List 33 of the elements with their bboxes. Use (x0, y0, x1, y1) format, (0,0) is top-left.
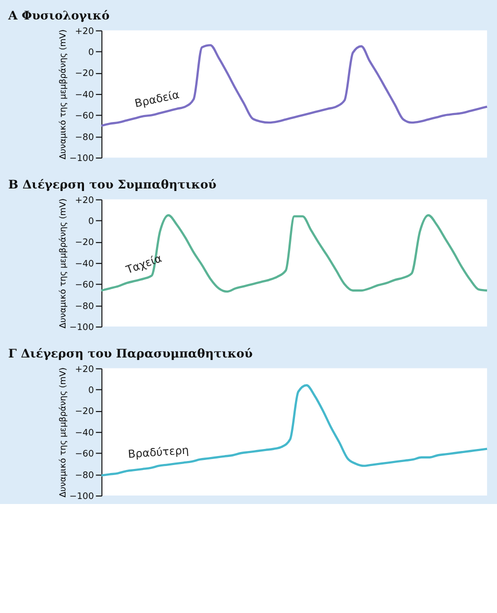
chart-title: A Φυσιολογικό (7, 8, 110, 22)
y-tick-label: −20 (75, 407, 94, 418)
chart-title: B Διέγερση του Συμπαθητικού (8, 177, 216, 192)
annotation: Βραδεία (134, 88, 180, 110)
line-series (100, 384, 488, 476)
y-tick-label: −80 (75, 132, 94, 143)
line-series (100, 44, 488, 127)
y-tick-label: −60 (75, 112, 94, 122)
annotation: Ταχεία (123, 252, 164, 277)
y-tick-label: −40 (75, 259, 94, 270)
y-tick-label: −20 (75, 238, 94, 248)
y-tick-label: −100 (69, 492, 94, 502)
y-tick-label: −100 (69, 323, 94, 334)
y-tick-label: −100 (69, 154, 94, 164)
chart-title: Γ Διέγερση του Παρασυμπαθητικού (8, 346, 253, 360)
y-tick-label: 0 (88, 386, 94, 396)
y-tick-label: −80 (75, 302, 94, 312)
y-tick-label: +20 (75, 196, 94, 206)
y-axis-title: Δυναμικό της μεμβράνης (mV) (57, 30, 68, 160)
y-tick-label: 0 (88, 217, 94, 227)
y-tick-label: −60 (75, 280, 94, 291)
line-series (100, 214, 488, 293)
y-axis-title: Δυναμικό της μεμβράνης (mV) (57, 198, 68, 328)
y-axis-title: Δυναμικό της μεμβράνης (mV) (57, 367, 68, 498)
y-tick-label: 0 (88, 48, 94, 58)
y-tick-label: −60 (75, 450, 94, 460)
y-tick-label: −40 (75, 428, 94, 438)
y-tick-label: +20 (75, 26, 94, 37)
y-tick-label: −40 (75, 90, 94, 100)
y-tick-label: +20 (75, 364, 94, 375)
annotation: Βραδύτερη (128, 444, 190, 461)
y-tick-label: −20 (75, 69, 94, 80)
y-tick-label: −80 (75, 470, 94, 481)
